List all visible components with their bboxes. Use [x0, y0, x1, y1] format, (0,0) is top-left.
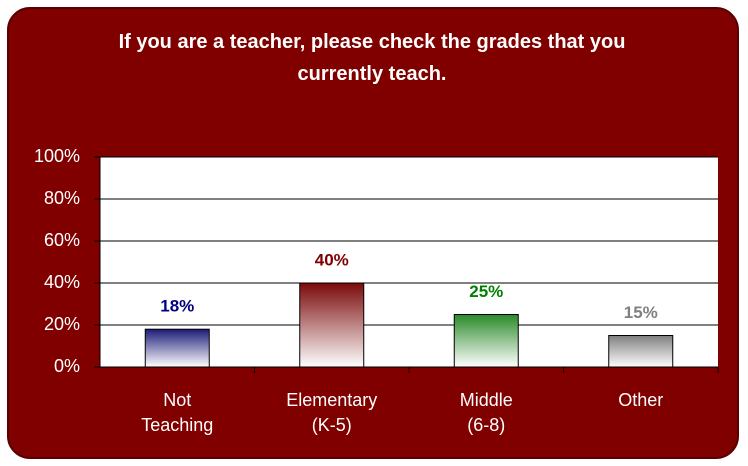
y-tick-label: 20% [44, 314, 80, 334]
data-label: 15% [624, 303, 658, 322]
chart-title: If you are a teacher, please check the g… [118, 31, 626, 85]
bar [144, 328, 210, 368]
y-tick-label: 40% [44, 272, 80, 292]
y-tick-label: 100% [34, 146, 80, 166]
x-tick-label: Middle (6-8) [459, 390, 513, 435]
y-tick-label: 60% [44, 230, 80, 250]
data-label: 18% [160, 297, 194, 316]
y-tick-label: 0% [54, 356, 80, 376]
y-tick-label: 80% [44, 188, 80, 208]
bar [608, 335, 674, 368]
data-label: 40% [315, 250, 349, 269]
x-tick-label: Other [618, 390, 664, 410]
x-tick-label: Not Teaching [141, 390, 214, 435]
bar [453, 314, 519, 368]
data-label: 25% [469, 282, 503, 301]
bar [299, 282, 365, 368]
x-tick-label: Elementary (K-5) [286, 390, 378, 435]
